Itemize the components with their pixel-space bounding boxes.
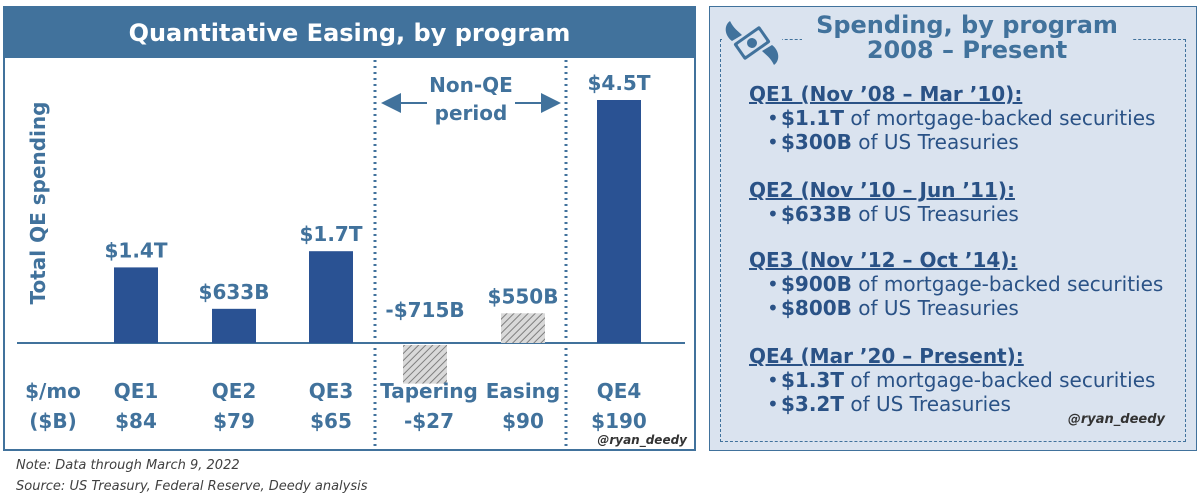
bullet-dot: • <box>767 106 779 130</box>
value-label-qe3: $1.7T <box>300 222 363 246</box>
qe-bar-chart: Total QE spending Non-QE period $/mo ($B… <box>17 60 688 448</box>
bar-qe2 <box>212 308 256 343</box>
bar-qe4 <box>597 100 641 343</box>
bullet-amount: $300B <box>781 130 852 154</box>
rate-label-tapering: -$27 <box>404 409 454 433</box>
panel-title-line2: 2008 – Present <box>866 36 1068 64</box>
bullet-dot: • <box>767 202 779 226</box>
rate-label-easing: $90 <box>502 409 544 433</box>
spending-dashed-box: QE1 (Nov ’08 – Mar ’10): • $1.1T of mortga… <box>720 39 1186 442</box>
program-heading: QE3 (Nov ’12 – Oct ’14): <box>749 248 1018 272</box>
footnote-note: Note: Data through March 9, 2022 <box>16 458 240 473</box>
qe-chart-panel: Quantitative Easing, by program Total QE… <box>3 6 696 451</box>
rate-label-qe2: $79 <box>213 409 255 433</box>
program-bullet: • $800B of US Treasuries <box>749 296 1163 320</box>
bullet-text: of mortgage-backed securities <box>844 106 1156 130</box>
value-label-tapering: -$715B <box>385 298 464 322</box>
program-bullet: • $300B of US Treasuries <box>749 130 1155 154</box>
program-qe3: QE3 (Nov ’12 – Oct ’14): • $900B of mortga… <box>749 248 1163 320</box>
bullet-dot: • <box>767 368 779 392</box>
program-heading: QE1 (Nov ’08 – Mar ’10): <box>749 82 1023 106</box>
category-label-qe3: QE3 <box>309 379 354 403</box>
rate-label-qe1: $84 <box>115 409 157 433</box>
spending-by-program-panel: QE1 (Nov ’08 – Mar ’10): • $1.1T of mortga… <box>709 6 1197 451</box>
bullet-text: of US Treasuries <box>851 202 1019 226</box>
bar-qe3 <box>309 251 353 343</box>
non-qe-label-line2: period <box>435 101 508 125</box>
flying-money-icon <box>722 11 782 71</box>
bullet-amount: $633B <box>781 202 852 226</box>
bullet-amount: $900B <box>781 272 852 296</box>
bullet-dot: • <box>767 272 779 296</box>
bullet-text: of mortgage-backed securities <box>844 368 1156 392</box>
program-bullet: • $1.3T of mortgage-backed securities <box>749 368 1155 392</box>
non-qe-label-line1: Non-QE <box>429 73 513 97</box>
value-label-qe2: $633B <box>199 280 270 304</box>
category-label-easing: Easing <box>486 379 560 403</box>
y-axis-label: Total QE spending <box>26 102 50 305</box>
value-label-easing: $550B <box>488 284 559 308</box>
rate-label-qe4: $190 <box>591 409 647 433</box>
bullet-dot: • <box>767 392 779 416</box>
program-qe1: QE1 (Nov ’08 – Mar ’10): • $1.1T of mortga… <box>749 82 1155 154</box>
chart-watermark: @ryan_deedy <box>597 433 688 448</box>
footnote-source: Source: US Treasury, Federal Reserve, De… <box>16 479 368 494</box>
bullet-amount: $800B <box>781 296 852 320</box>
value-label-qe1: $1.4T <box>105 238 168 262</box>
program-qe4: QE4 (Mar ’20 – Present): • $1.3T of mortga… <box>749 344 1155 416</box>
rate-label-qe3: $65 <box>310 409 352 433</box>
program-heading: QE4 (Mar ’20 – Present): <box>749 344 1024 368</box>
bullet-amount: $1.3T <box>781 368 844 392</box>
panel-title-line1: Spending, by program <box>816 11 1118 39</box>
bullet-text: of US Treasuries <box>851 130 1019 154</box>
category-label-tapering: Tapering <box>380 379 478 403</box>
program-bullet: • $633B of US Treasuries <box>749 202 1019 226</box>
bar-tapering <box>403 345 447 384</box>
category-label-qe2: QE2 <box>212 379 257 403</box>
program-bullet: • $3.2T of US Treasuries <box>749 392 1155 416</box>
bullet-dot: • <box>767 130 779 154</box>
bullet-text: of US Treasuries <box>844 392 1011 416</box>
bullet-text: of mortgage-backed securities <box>851 272 1164 296</box>
program-bullet: • $1.1T of mortgage-backed securities <box>749 106 1155 130</box>
bar-easing <box>501 313 545 343</box>
program-heading: QE2 (Nov ’10 – Jun ’11): <box>749 178 1015 202</box>
bar-qe1 <box>114 267 158 343</box>
rate-label-line1: $/mo <box>25 379 81 403</box>
panel-watermark: @ryan_deedy <box>1067 412 1165 427</box>
program-bullet: • $900B of mortgage-backed securities <box>749 272 1163 296</box>
rate-label-line2: ($B) <box>29 409 76 433</box>
panel-title: Spending, by program 2008 – Present <box>802 13 1132 73</box>
program-qe2: QE2 (Nov ’10 – Jun ’11): • $633B of US Tre… <box>749 178 1019 226</box>
category-label-qe4: QE4 <box>597 379 642 403</box>
bullet-text: of US Treasuries <box>851 296 1019 320</box>
bullet-amount: $1.1T <box>781 106 844 130</box>
value-label-qe4: $4.5T <box>588 71 651 95</box>
category-label-qe1: QE1 <box>114 379 159 403</box>
bullet-amount: $3.2T <box>781 392 844 416</box>
bullet-dot: • <box>767 296 779 320</box>
chart-title: Quantitative Easing, by program <box>5 8 694 58</box>
